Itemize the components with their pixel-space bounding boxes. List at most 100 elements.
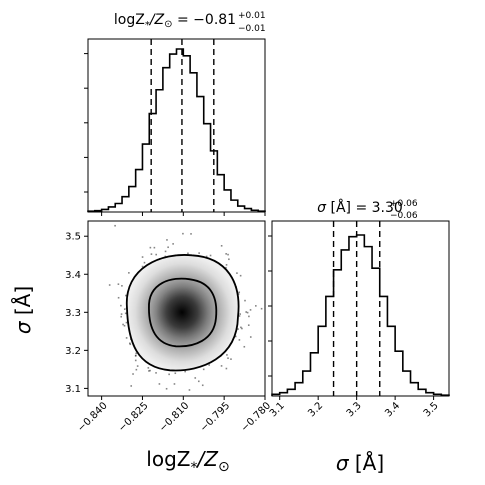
- scatter-point: [155, 372, 157, 374]
- scatter-point: [164, 250, 167, 253]
- scatter-point: [117, 283, 120, 285]
- scatter-point: [125, 321, 128, 324]
- scatter-point: [117, 296, 120, 299]
- title-sub: *: [145, 20, 150, 31]
- ylabel-sigma-unit: [Å]: [11, 286, 35, 322]
- scatter-point: [158, 383, 161, 385]
- contour-outer: [126, 254, 240, 372]
- scatter-point: [249, 336, 252, 338]
- title-logz: logZ: [114, 12, 145, 28]
- scatter-point: [225, 367, 228, 370]
- scatter-point: [128, 272, 130, 274]
- scatter-point: [172, 243, 174, 245]
- scatter-point: [124, 312, 127, 315]
- scatter-point: [149, 369, 151, 372]
- heatmap-ytick-label: 3.5: [65, 232, 81, 243]
- scatter-point: [130, 385, 133, 387]
- scatter-point: [167, 246, 169, 249]
- title-sigma-up: +0.06: [390, 199, 418, 209]
- scatter-point: [248, 315, 250, 318]
- scatter-point: [237, 328, 239, 330]
- title-sigma: σ: [317, 200, 327, 216]
- heatmap-xtick-label: −0.795: [198, 400, 232, 434]
- scatter-point: [238, 339, 241, 341]
- xlabel-sun: ⊙: [218, 459, 230, 475]
- scatter-point: [168, 373, 170, 376]
- heatmap-ytick-label: 3.3: [65, 308, 81, 319]
- scatter-point: [239, 274, 242, 277]
- hist-sigma-panel: 3.1 3.2 3.3 3.4 3.5: [268, 220, 450, 419]
- hist-sigma-title: σ [Å] = 3.30: [317, 199, 403, 216]
- hist-sigma-xtick-label: 3.3: [345, 400, 364, 419]
- scatter-point: [135, 352, 138, 355]
- scatter-point: [220, 365, 223, 367]
- heatmap-xtick-label: −0.780: [239, 400, 273, 434]
- scatter-point: [202, 368, 205, 371]
- scatter-point: [190, 233, 192, 235]
- scatter-point: [123, 324, 126, 327]
- xlabel-logz: logZ*/Z⊙: [146, 447, 229, 476]
- title-value: = −0.81: [173, 12, 237, 28]
- scatter-point: [134, 359, 137, 362]
- title-sigma-unit: [Å] = 3.30: [326, 199, 403, 216]
- heatmap-panel: −0.840 −0.825 −0.810 −0.795 −0.780 3.1 3.2 3.3 3…: [65, 220, 273, 434]
- hist-sigma-xtick-label: 3.5: [422, 400, 441, 419]
- scatter-point: [240, 326, 242, 329]
- heatmap-ytick-label: 3.2: [65, 346, 81, 357]
- scatter-point: [225, 253, 227, 255]
- scatter-point: [246, 311, 249, 314]
- scatter-point: [238, 315, 241, 317]
- scatter-point: [134, 354, 137, 357]
- scatter-point: [125, 294, 127, 297]
- xlabel-z: /Z: [196, 447, 220, 471]
- scatter-point: [141, 256, 144, 258]
- scatter-point: [201, 384, 204, 387]
- scatter-point: [114, 224, 116, 227]
- scatter-point: [236, 272, 238, 274]
- scatter-point: [225, 266, 227, 269]
- heatmap-ytick-label: 3.1: [65, 384, 81, 395]
- scatter-point: [120, 313, 123, 315]
- hist-sigma-xtick-label: 3.2: [306, 400, 325, 419]
- contour-inner: [148, 277, 218, 348]
- title-logz-dn: −0.01: [238, 24, 266, 34]
- scatter-point: [226, 354, 228, 356]
- heatmap-xtick-label: −0.840: [76, 400, 110, 434]
- scatter-point: [227, 253, 229, 256]
- scatter-point: [148, 370, 150, 372]
- scatter-point: [121, 285, 123, 287]
- scatter-point: [155, 253, 158, 256]
- scatter-point: [150, 253, 153, 255]
- scatter-point: [120, 315, 122, 318]
- scatter-point: [187, 252, 189, 255]
- title-sun: ⊙: [164, 19, 172, 30]
- scatter-point: [132, 373, 134, 375]
- scatter-point: [227, 357, 229, 359]
- scatter-point: [122, 323, 124, 326]
- scatter-point: [244, 299, 246, 302]
- hist-sigma-frame: [271, 220, 450, 397]
- scatter-point: [255, 305, 257, 307]
- title-logz-up: +0.01: [238, 11, 266, 21]
- xlabel-logz-main: logZ: [146, 447, 190, 471]
- scatter-point: [230, 358, 232, 360]
- hist-logz-steps: [87, 48, 266, 212]
- scatter-point: [173, 383, 176, 385]
- scatter-point: [129, 343, 132, 346]
- heatmap-ytick-label: 3.4: [65, 270, 81, 281]
- ylabel-sigma: σ [Å]: [11, 286, 35, 334]
- scatter-point: [245, 311, 247, 313]
- hist-sigma-xtick-label: 3.1: [268, 400, 287, 419]
- scatter-point: [129, 342, 131, 345]
- density-core: [155, 286, 208, 339]
- xlabel-sigma-main: σ: [336, 451, 350, 475]
- scatter-point: [243, 345, 246, 348]
- scatter-point: [141, 265, 144, 268]
- scatter-point: [153, 246, 156, 249]
- title-sigma-dn: −0.06: [390, 211, 418, 221]
- hist-logz-frame: [87, 38, 266, 213]
- hist-sigma-steps: [271, 234, 450, 396]
- hist-logz-title: logZ*/Z⊙ = −0.81: [114, 12, 236, 31]
- scatter-point: [225, 264, 228, 266]
